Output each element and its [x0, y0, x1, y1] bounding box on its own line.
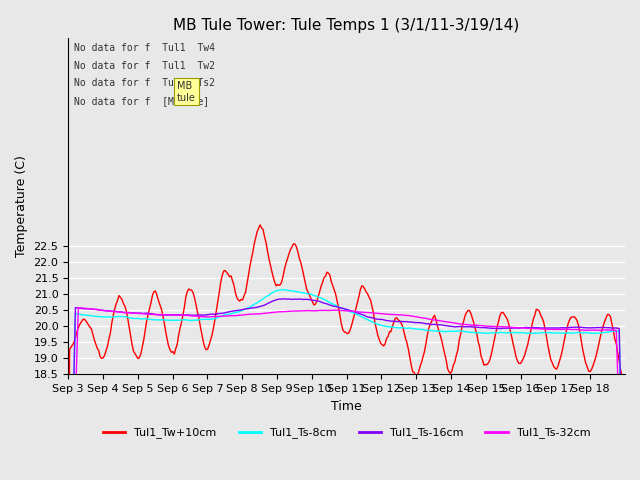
Text: No data for f  Tul1  Tw4: No data for f Tul1 Tw4	[74, 44, 215, 53]
Title: MB Tule Tower: Tule Temps 1 (3/1/11-3/19/14): MB Tule Tower: Tule Temps 1 (3/1/11-3/19…	[173, 18, 520, 33]
Y-axis label: Temperature (C): Temperature (C)	[15, 156, 28, 257]
Text: No data for f  Tul1  Ts2: No data for f Tul1 Ts2	[74, 78, 215, 88]
Text: MB
tule: MB tule	[177, 81, 196, 103]
Legend: Tul1_Tw+10cm, Tul1_Ts-8cm, Tul1_Ts-16cm, Tul1_Ts-32cm: Tul1_Tw+10cm, Tul1_Ts-8cm, Tul1_Ts-16cm,…	[99, 423, 595, 443]
Text: No data for f  [MBtule]: No data for f [MBtule]	[74, 96, 209, 106]
Text: No data for f  Tul1  Tw2: No data for f Tul1 Tw2	[74, 61, 215, 71]
X-axis label: Time: Time	[332, 400, 362, 413]
